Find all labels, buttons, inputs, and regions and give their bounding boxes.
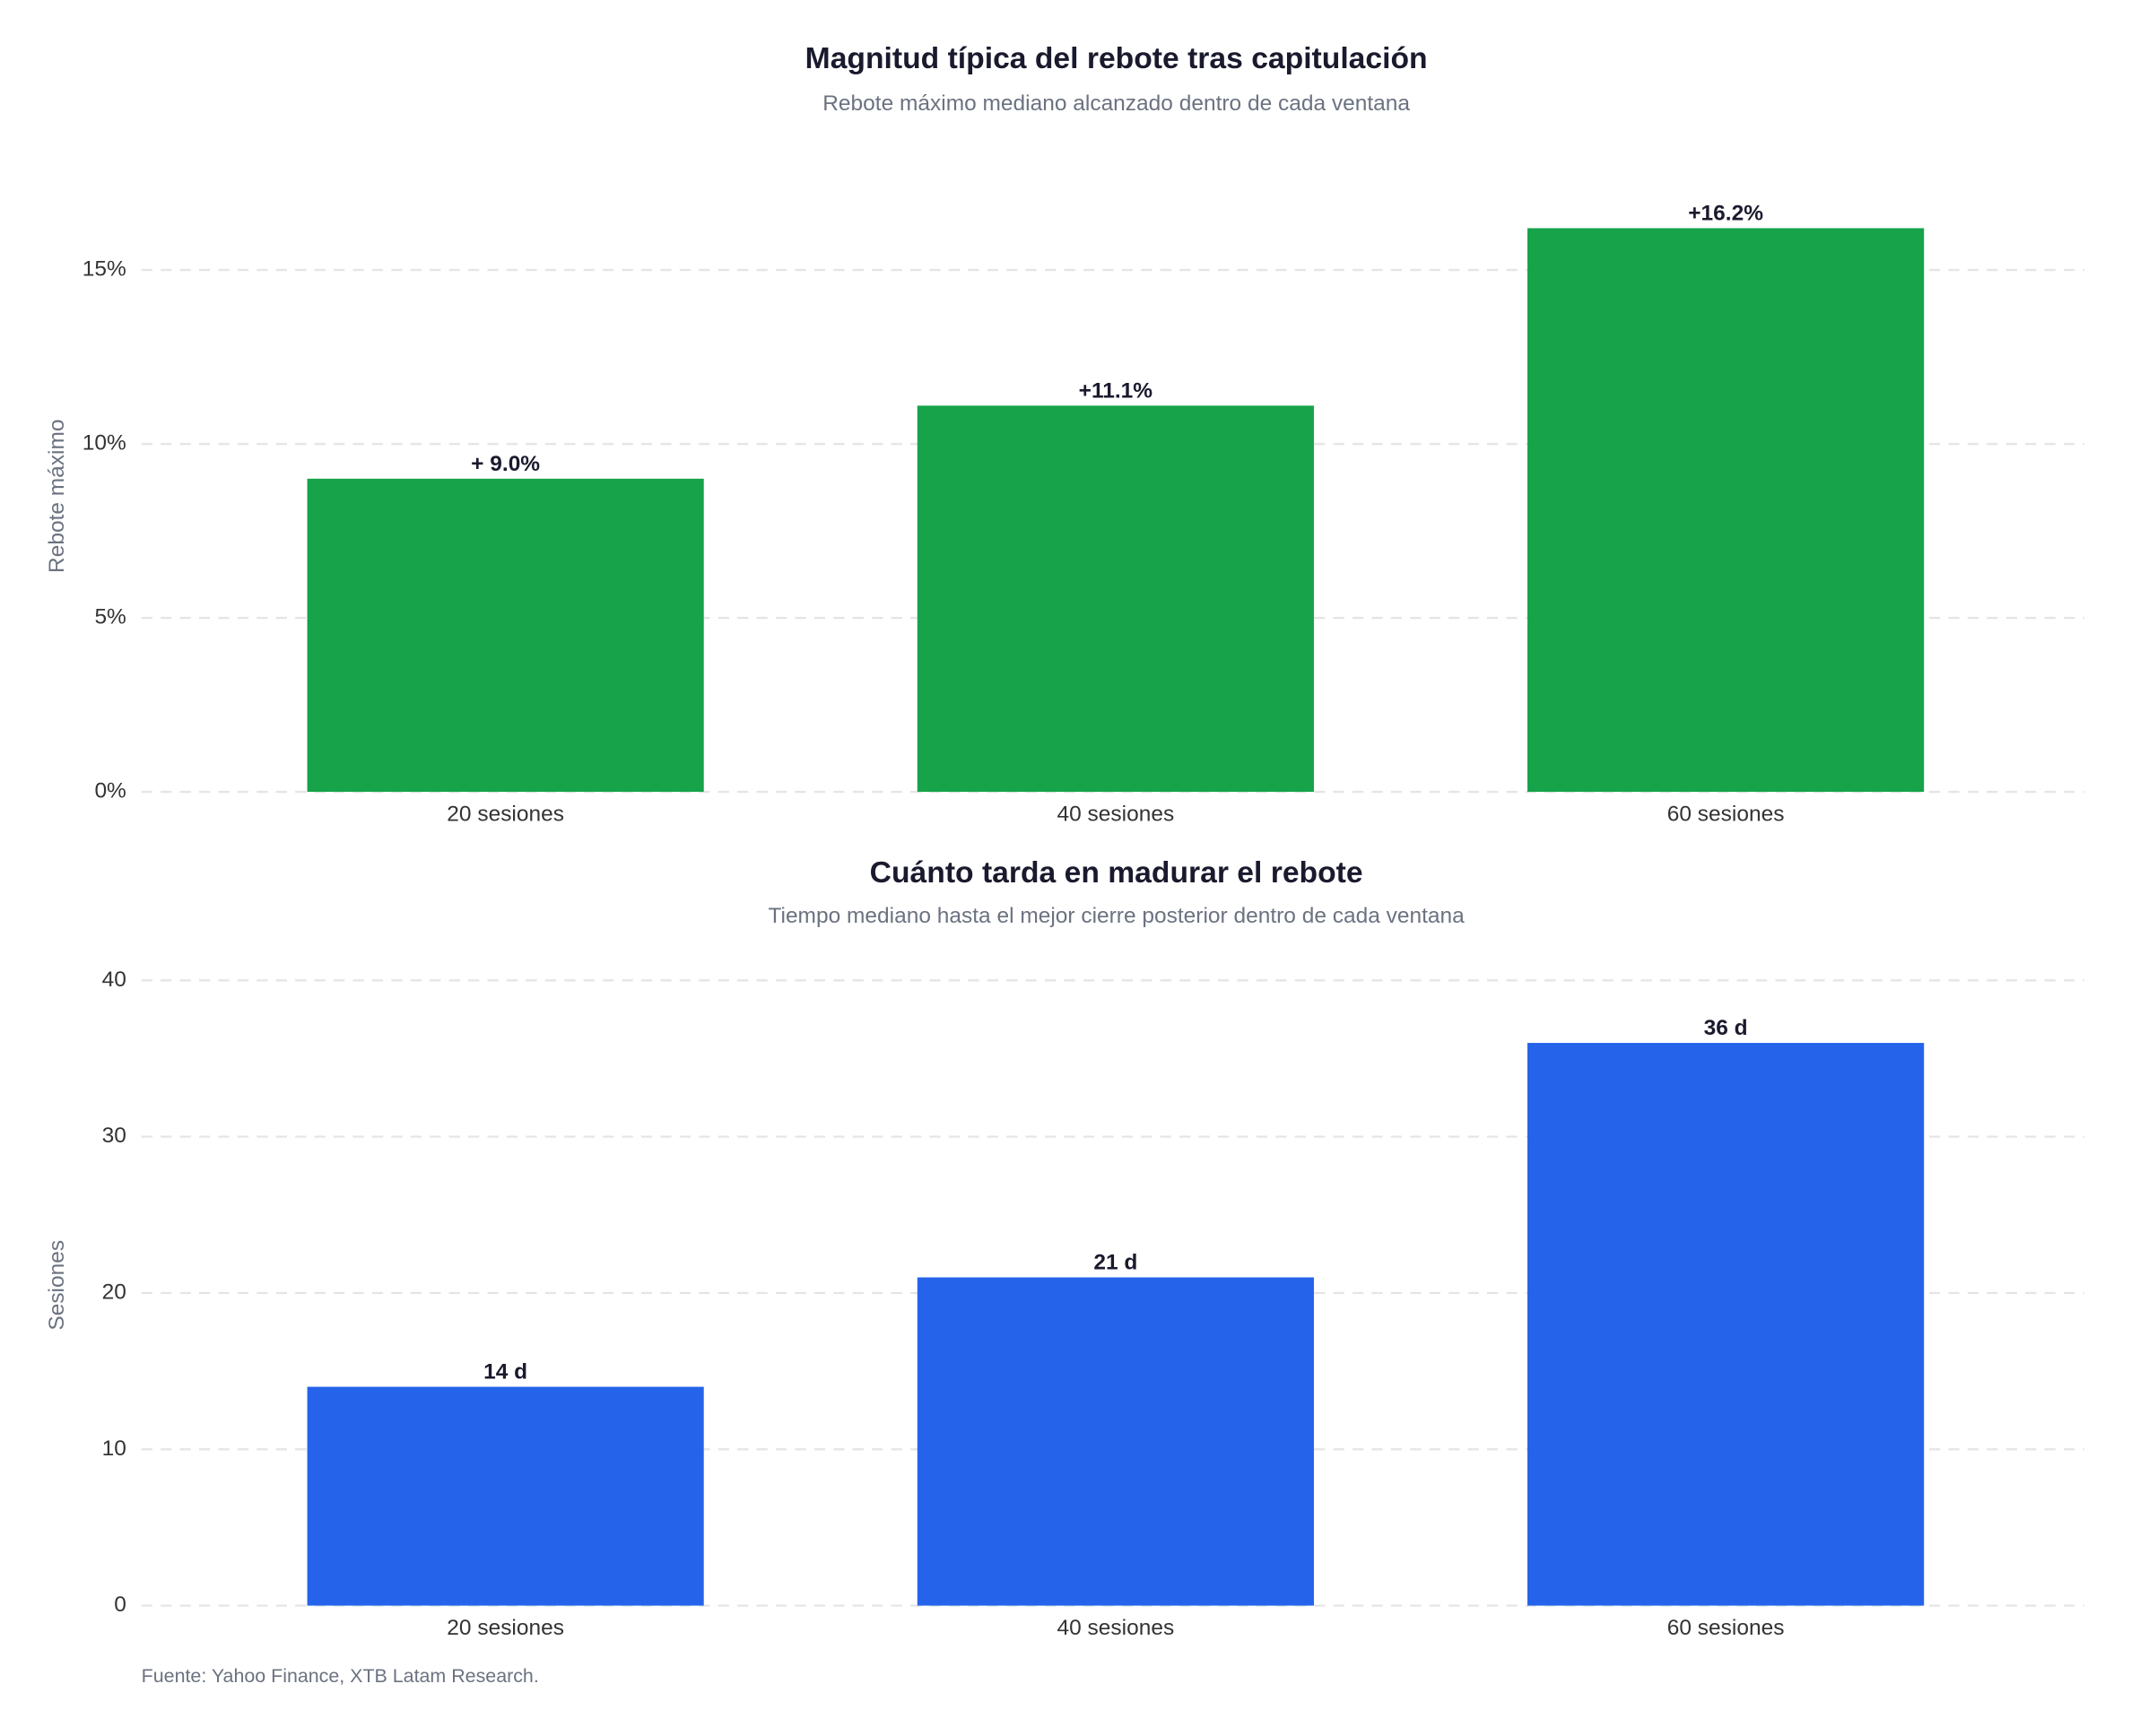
value-label: +16.2% [1688, 202, 1763, 226]
y-tick-label: 10 [102, 1437, 126, 1461]
y-tick-label: 10% [83, 431, 126, 456]
x-tick-label: 40 sesiones [1057, 1616, 1175, 1640]
bar [1527, 228, 1925, 793]
value-label: +11.1% [1079, 379, 1153, 404]
bar [917, 405, 1314, 793]
x-tick-label: 20 sesiones [447, 803, 564, 827]
source-note: Fuente: Yahoo Finance, XTB Latam Researc… [142, 1665, 539, 1687]
chart-subtitle: Tiempo mediano hasta el mejor cierre pos… [768, 904, 1465, 928]
chart-subtitle: Rebote máximo mediano alcanzado dentro d… [822, 91, 1410, 116]
x-tick-label: 60 sesiones [1667, 1616, 1785, 1640]
bar [307, 1386, 704, 1606]
chart-title: Magnitud típica del rebote tras capitula… [805, 42, 1428, 75]
chart-title: Cuánto tarda en madurar el rebote [870, 856, 1363, 890]
y-tick-label: 20 [102, 1280, 126, 1304]
bar [1527, 1043, 1925, 1606]
x-tick-label: 40 sesiones [1057, 803, 1175, 827]
x-tick-label: 20 sesiones [447, 1616, 564, 1640]
y-tick-label: 0 [114, 1593, 126, 1617]
y-tick-label: 40 [102, 968, 126, 992]
value-label: 14 d [483, 1360, 527, 1384]
bar [307, 478, 704, 793]
bar [917, 1277, 1314, 1606]
value-label: + 9.0% [471, 452, 540, 476]
y-tick-label: 0% [94, 779, 126, 803]
y-tick-label: 15% [83, 257, 126, 282]
y-tick-label: 5% [94, 605, 126, 629]
y-axis-label: Sesiones [45, 1240, 69, 1331]
value-label: 36 d [1704, 1016, 1748, 1040]
value-label: 21 d [1093, 1251, 1137, 1275]
y-axis-label: Rebote máximo [45, 420, 69, 573]
x-tick-label: 60 sesiones [1667, 803, 1785, 827]
y-tick-label: 30 [102, 1124, 126, 1148]
